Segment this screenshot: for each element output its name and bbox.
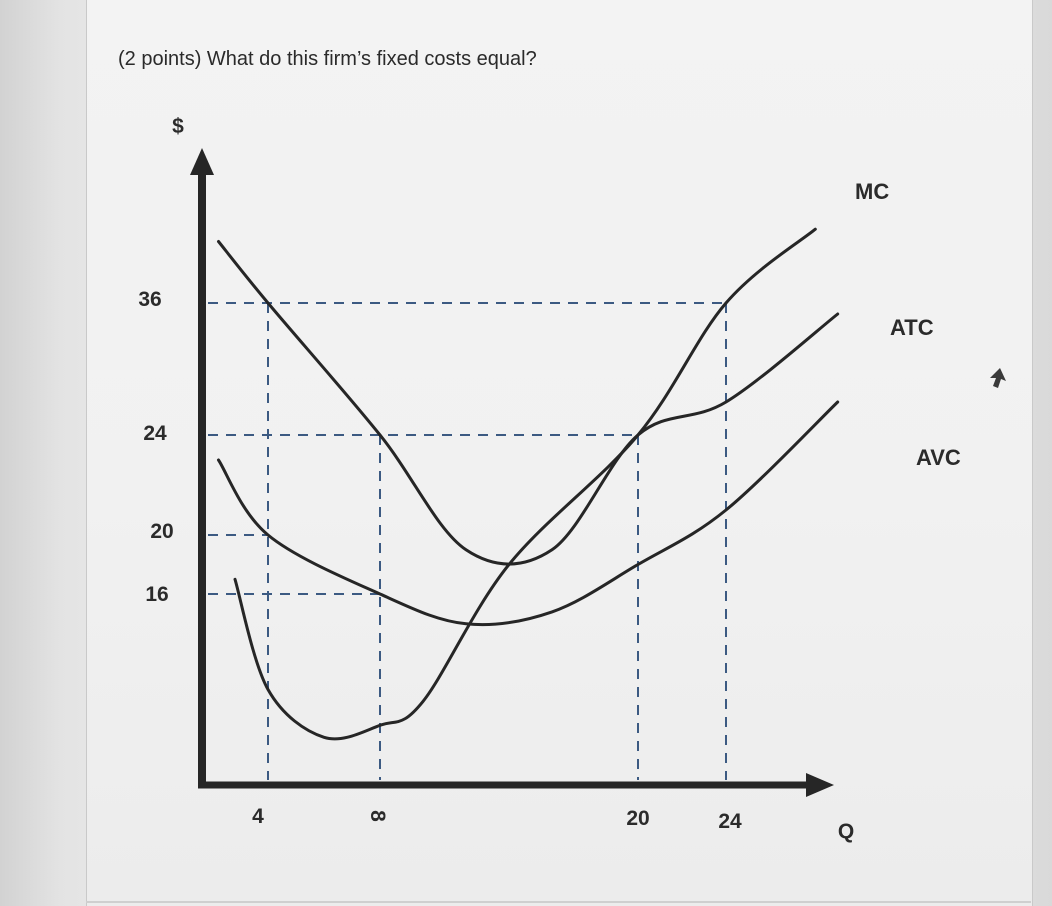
x-tick-label-4: 4 (252, 805, 264, 828)
x-tick-label-24: 24 (718, 810, 742, 833)
atc-label: ATC (890, 315, 934, 340)
mc-curve (233, 227, 817, 741)
question-text: (2 points) What do this firm’s fixed cos… (118, 48, 537, 70)
card-bottom-rule (86, 901, 1031, 903)
x-axis-label: Q (838, 820, 854, 843)
mouse-cursor-icon (990, 368, 1006, 388)
y-tick-label-24: 24 (143, 422, 167, 445)
atc-curve (217, 240, 840, 566)
avc-curve (217, 400, 840, 627)
y-tick-label-16: 16 (145, 583, 168, 606)
y-tick-label-36: 36 (138, 288, 161, 311)
y-axis-label: $ (172, 115, 184, 138)
y-axis-arrowhead (190, 148, 214, 175)
dashed-guides (208, 302, 727, 780)
x-tick-label-8: 8 (366, 810, 389, 822)
question-card (86, 0, 1033, 906)
mc-label: MC (855, 179, 889, 204)
x-tick-label-20: 20 (626, 807, 649, 830)
avc-label: AVC (916, 445, 961, 470)
curves (217, 227, 840, 741)
y-tick-label-20: 20 (150, 520, 173, 543)
x-axis-arrowhead (806, 773, 834, 797)
